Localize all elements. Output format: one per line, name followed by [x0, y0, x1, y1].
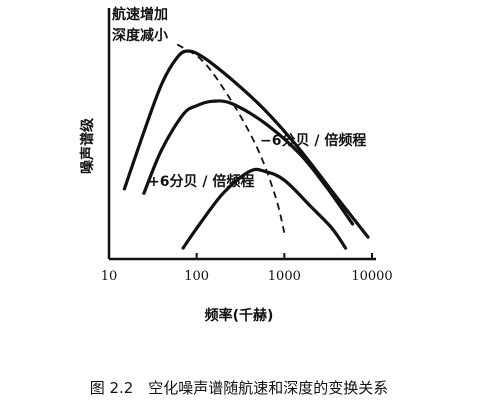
spectrum-curve-2 — [142, 99, 355, 226]
figure-caption: 图 2.2 空化噪声谱随航速和深度的变换关系 — [90, 379, 389, 397]
spectrum-curve-1 — [122, 49, 370, 239]
x-tick-label-0: 10 — [101, 269, 118, 284]
slope-annotation-upper: −6分贝 / 倍频程 — [260, 132, 366, 149]
chart-axes — [107, 8, 376, 261]
corner-annotation-line1: 航速增加 — [112, 6, 168, 23]
x-tick-label-3: 10000 — [351, 269, 392, 284]
x-tick-labels: 10 100 1000 10000 — [101, 269, 393, 284]
x-axis-label: 频率(千赫) — [205, 307, 274, 324]
spectrum-curve-3 — [181, 167, 348, 250]
slope-annotation-lower: +6分贝 / 倍频程 — [148, 173, 254, 190]
peak-trend-dashed — [176, 43, 286, 233]
y-axis-label: 噪声谱级 — [79, 117, 96, 174]
x-tick-label-1: 100 — [184, 269, 209, 284]
corner-annotation-line2: 深度减小 — [112, 27, 168, 44]
peak-trend-line — [176, 43, 286, 233]
spectrum-curves — [122, 49, 370, 250]
x-tick-label-2: 1000 — [268, 269, 301, 284]
